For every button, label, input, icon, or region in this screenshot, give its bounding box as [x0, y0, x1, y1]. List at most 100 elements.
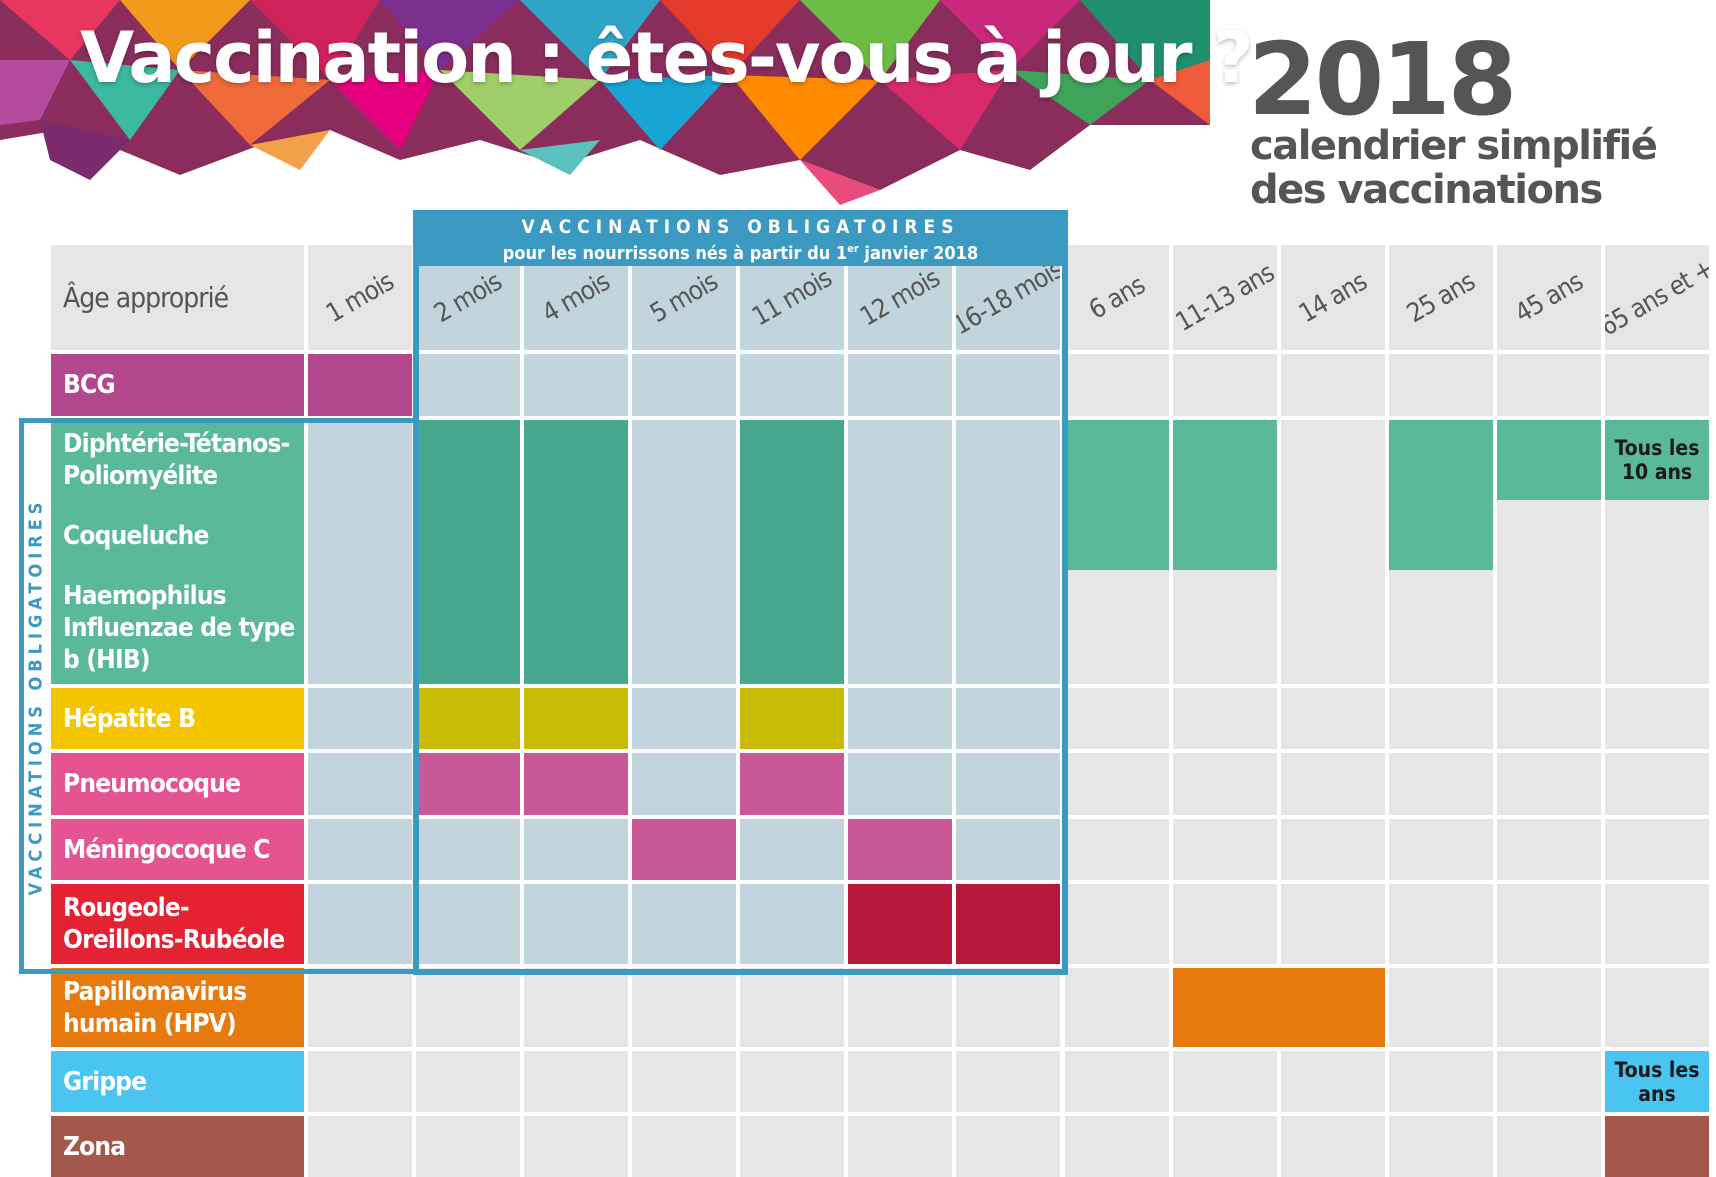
- grid-cell: [632, 688, 736, 749]
- label-hpv: Papillomavirus humain (HPV): [51, 968, 304, 1047]
- grid-cell: [524, 1116, 628, 1177]
- grid-cell: [740, 1116, 844, 1177]
- grid-cell: [1173, 1116, 1277, 1177]
- age-header-12: 45 ans: [1497, 245, 1601, 350]
- grid-cell: [416, 884, 520, 964]
- grid-cell: [1173, 819, 1277, 880]
- dose-dtp-45-ans: [1497, 420, 1601, 500]
- grid-cell: [848, 968, 952, 1047]
- grid-cell: [1389, 753, 1493, 815]
- banner-graphic: [0, 0, 1210, 205]
- grid-cell: [1065, 1116, 1169, 1177]
- dose-dtp-coq-hib: [524, 420, 628, 684]
- dose-pneumocoque: [740, 753, 844, 815]
- dose-dtp-coq-25-ans: [1389, 420, 1493, 570]
- grid-cell: [524, 968, 628, 1047]
- grid-cell: [1605, 819, 1709, 880]
- grid-cell: [1605, 884, 1709, 964]
- dose-hepatite-b: [416, 688, 520, 749]
- grid-cell: [416, 1051, 520, 1112]
- grid-cell: [1605, 753, 1709, 815]
- grid-cell: [740, 1051, 844, 1112]
- label-hepatite-b: Hépatite B: [51, 688, 304, 749]
- age-header-11: 25 ans: [1389, 245, 1493, 350]
- dose-zona-65-ans: [1605, 1116, 1709, 1177]
- label-zona: Zona: [51, 1116, 304, 1177]
- grid-cell: [1497, 1116, 1601, 1177]
- grid-cell: [1173, 884, 1277, 964]
- dose-ror-16-18-mois: [956, 884, 1060, 964]
- grid-cell: [1389, 968, 1493, 1047]
- grid-cell: [308, 1051, 412, 1112]
- calendar-subtitle: calendrier simplifié des vaccinations: [1250, 124, 1658, 213]
- age-column-label: 11 mois: [747, 263, 837, 332]
- grid-cell: [740, 354, 844, 416]
- grid-cell: [1389, 884, 1493, 964]
- dose-pneumocoque: [524, 753, 628, 815]
- grid-cell: [524, 354, 628, 416]
- grid-cell: [1065, 354, 1169, 416]
- age-column-label: 6 ans: [1084, 269, 1150, 326]
- subtitle-line-2: des vaccinations: [1250, 167, 1603, 213]
- grid-cell: [1389, 1116, 1493, 1177]
- grid-cell: [740, 968, 844, 1047]
- grid-cell: [632, 354, 736, 416]
- grid-cell: [1497, 968, 1601, 1047]
- grid-cell: [1605, 354, 1709, 416]
- age-header-13: 65 ans et +: [1605, 245, 1709, 350]
- grid-cell: [1389, 1051, 1493, 1112]
- grid-cell: [1065, 688, 1169, 749]
- grid-cell: [1281, 884, 1385, 964]
- grid-cell: [1497, 884, 1601, 964]
- label-meningocoque-c: Méningocoque C: [51, 819, 304, 880]
- age-column-label: 5 mois: [645, 266, 723, 329]
- grid-cell: [1173, 688, 1277, 749]
- grid-cell: [1497, 1051, 1601, 1112]
- grid-cell: [1281, 1051, 1385, 1112]
- grid-cell: [956, 1051, 1060, 1112]
- year-heading: 2018: [1248, 21, 1517, 138]
- grid-cell: [308, 819, 412, 880]
- dose-dtp-coq-hib: [416, 420, 520, 684]
- dose-meningocoque-12-mois: [848, 819, 952, 880]
- grid-cell: [308, 1116, 412, 1177]
- grid-cell: [1389, 354, 1493, 416]
- grid-cell: [416, 819, 520, 880]
- grid-cell: [956, 688, 1060, 749]
- grid-cell: [848, 688, 952, 749]
- age-header-8: 6 ans: [1065, 245, 1169, 350]
- grid-cell: [524, 1051, 628, 1112]
- grid-cell: [416, 968, 520, 1047]
- grid-cell: [956, 1116, 1060, 1177]
- grid-cell: [1281, 1116, 1385, 1177]
- mandatory-subtitle-date: janvier 2018: [858, 243, 979, 264]
- age-column-label: 45 ans: [1510, 266, 1588, 329]
- grid-cell: [632, 420, 736, 684]
- grid-cell: [1281, 819, 1385, 880]
- age-header-label: Âge approprié: [51, 245, 304, 350]
- grid-cell: [1281, 688, 1385, 749]
- grid-cell: [740, 819, 844, 880]
- grid-cell: [1065, 884, 1169, 964]
- grid-cell: [848, 1116, 952, 1177]
- grid-cell: [740, 884, 844, 964]
- dose-dtp-coq-11-13-ans: [1173, 420, 1277, 570]
- grid-cell: [632, 884, 736, 964]
- grid-cell: [1389, 819, 1493, 880]
- label-ror: Rougeole-Oreillons-Rubéole: [51, 884, 304, 964]
- dose-dtp-coq-6-ans: [1065, 420, 1169, 570]
- dose-meningocoque-5-mois: [632, 819, 736, 880]
- age-column-label: 25 ans: [1402, 266, 1480, 329]
- mandatory-header-title: VACCINATIONS OBLIGATOIRES: [521, 216, 960, 238]
- grid-cell: [1065, 1051, 1169, 1112]
- grid-cell: [1065, 753, 1169, 815]
- mandatory-header-subtitle: pour les nourrissons nés à partir du 1er…: [413, 238, 1068, 265]
- label-pneumocoque: Pneumocoque: [51, 753, 304, 815]
- side-mandatory-label: VACCINATIONS OBLIGATOIRES: [25, 497, 47, 895]
- grid-cell: [308, 420, 412, 684]
- age-column-label: 11-13 ans: [1173, 257, 1277, 338]
- dose-bcg-1-mois: [308, 354, 412, 416]
- dose-dtp-coq-hib: [740, 420, 844, 684]
- label-coqueluche: Coqueluche: [63, 521, 209, 551]
- age-column-label: 1 mois: [321, 266, 399, 329]
